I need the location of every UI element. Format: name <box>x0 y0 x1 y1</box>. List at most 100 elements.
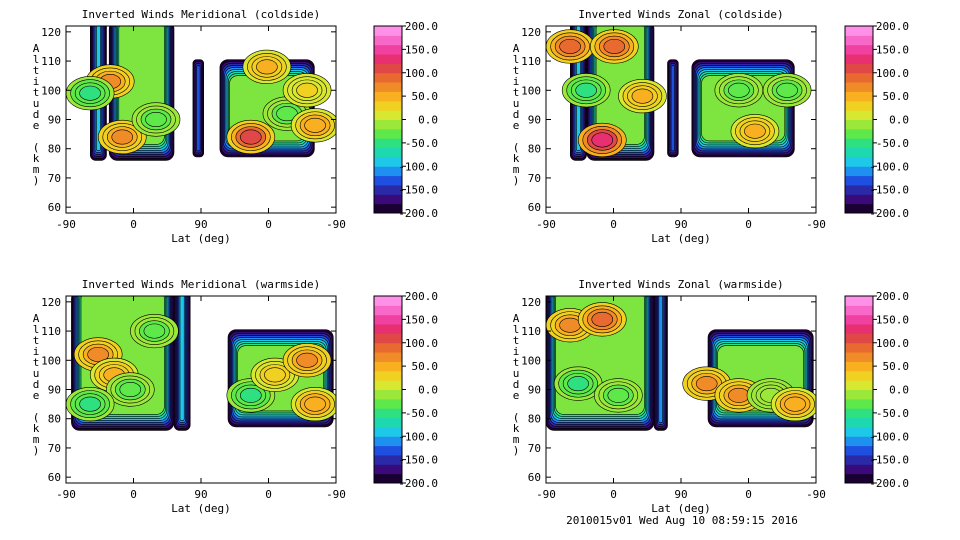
x-tick-label: 90 <box>194 488 207 501</box>
y-tick-label: 70 <box>48 442 61 455</box>
y-axis-char: m <box>513 163 520 176</box>
y-axis-char: l <box>513 53 520 66</box>
y-tick-label: 120 <box>521 296 541 309</box>
contour-blob <box>304 117 326 133</box>
contour-band <box>670 65 675 152</box>
colorbar-swatch <box>845 44 873 55</box>
colorbar-swatch <box>374 138 402 149</box>
colorbar-swatch <box>845 436 873 447</box>
y-axis-char: t <box>33 64 40 77</box>
colorbar-tick-label: 100.0 <box>405 67 438 80</box>
contour-blob <box>240 387 262 403</box>
contour-blob <box>695 376 718 392</box>
colorbar-swatch <box>374 91 402 102</box>
colorbar-swatch <box>374 464 402 475</box>
y-axis-char: u <box>513 367 520 380</box>
y-tick-label: 80 <box>528 143 541 156</box>
colorbar-tick-label: 50.0 <box>412 360 439 373</box>
plot-area <box>546 26 812 161</box>
plot-area <box>66 26 336 161</box>
contour-blob <box>744 123 766 139</box>
colorbar-tick-label: -150.0 <box>869 454 909 467</box>
y-tick-label: 60 <box>528 201 541 214</box>
y-tick-label: 70 <box>528 172 541 185</box>
contour-band <box>196 65 201 152</box>
chart-panel: Inverted Winds Meridional (coldside) -90 0… <box>33 8 438 245</box>
y-axis-char: e <box>513 119 520 132</box>
colorbar-swatch <box>845 100 873 111</box>
colorbar-swatch <box>374 128 402 139</box>
colorbar-swatch <box>845 147 873 158</box>
colorbar-swatch <box>845 72 873 83</box>
colorbar-swatch <box>845 26 873 36</box>
y-axis-char: t <box>513 64 520 77</box>
y-tick-label: 100 <box>521 354 541 367</box>
colorbar-swatch <box>845 91 873 102</box>
colorbar-swatch <box>845 398 873 409</box>
colorbar-tick-label: 50.0 <box>883 90 910 103</box>
colorbar-swatch <box>845 35 873 46</box>
colorbar-swatch <box>374 380 402 390</box>
colorbar-swatch <box>845 175 873 186</box>
contour-blob <box>240 129 262 145</box>
y-tick-label: 110 <box>521 325 541 338</box>
y-axis-char: l <box>33 53 40 66</box>
y-axis-char: t <box>513 356 520 369</box>
y-axis-char: u <box>513 97 520 110</box>
colorbar-tick-label: 150.0 <box>405 313 438 326</box>
colorbar-tick-label: 200.0 <box>876 290 909 303</box>
colorbar-tick-label: 150.0 <box>876 43 909 56</box>
colorbar-tick-label: -200.0 <box>398 477 438 490</box>
colorbar-swatch <box>374 454 402 465</box>
colorbar-swatch <box>374 445 402 456</box>
y-axis-char: ) <box>513 444 520 457</box>
contour-blob <box>607 387 630 403</box>
y-axis-char: A <box>513 312 520 325</box>
contour-blob <box>296 352 318 368</box>
y-tick-label: 70 <box>528 442 541 455</box>
x-axis-label: Lat (deg) <box>171 232 231 245</box>
colorbar-tick-label: -50.0 <box>405 407 438 420</box>
y-tick-label: 80 <box>48 143 61 156</box>
colorbar-tick-label: -150.0 <box>398 454 438 467</box>
colorbar-swatch <box>374 72 402 83</box>
x-axis-label: Lat (deg) <box>171 502 231 515</box>
x-tick-label: -90 <box>56 488 76 501</box>
y-axis-char: k <box>513 152 520 165</box>
x-tick-label: -90 <box>806 488 826 501</box>
y-axis-char: d <box>513 378 520 391</box>
colorbar-swatch <box>845 380 873 390</box>
y-axis-char: e <box>33 119 40 132</box>
x-tick-label: -90 <box>326 218 346 231</box>
contour-blob <box>264 367 286 383</box>
y-tick-label: 110 <box>41 55 61 68</box>
y-axis-char: A <box>33 42 40 55</box>
colorbar-tick-label: -200.0 <box>869 207 909 220</box>
y-axis-char: ) <box>33 174 40 187</box>
colorbar-swatch <box>845 473 873 484</box>
colorbar-swatch <box>374 175 402 186</box>
x-tick-label: 0 <box>610 488 617 501</box>
colorbar-swatch <box>845 54 873 64</box>
colorbar-swatch <box>374 119 402 130</box>
colorbar-tick-label: 100.0 <box>876 337 909 350</box>
y-axis-char: A <box>513 42 520 55</box>
y-axis-char: i <box>33 75 40 88</box>
y-axis-char: i <box>513 75 520 88</box>
colorbar-tick-label: -100.0 <box>398 430 438 443</box>
colorbar-tick-label: -150.0 <box>398 184 438 197</box>
contour-blob <box>603 38 626 54</box>
y-axis-char: k <box>33 422 40 435</box>
colorbar-tick-label: 200.0 <box>405 290 438 303</box>
plot-area <box>546 296 816 431</box>
y-tick-label: 100 <box>41 84 61 97</box>
chart-title: Inverted Winds Zonal (warmside) <box>578 278 783 291</box>
y-axis-char: d <box>33 108 40 121</box>
colorbar-swatch <box>374 389 402 400</box>
colorbar-swatch <box>374 194 402 205</box>
contour-blob <box>87 346 109 362</box>
y-axis-char: t <box>33 356 40 369</box>
colorbar-tick-label: 150.0 <box>405 43 438 56</box>
contour-blob <box>111 129 134 145</box>
